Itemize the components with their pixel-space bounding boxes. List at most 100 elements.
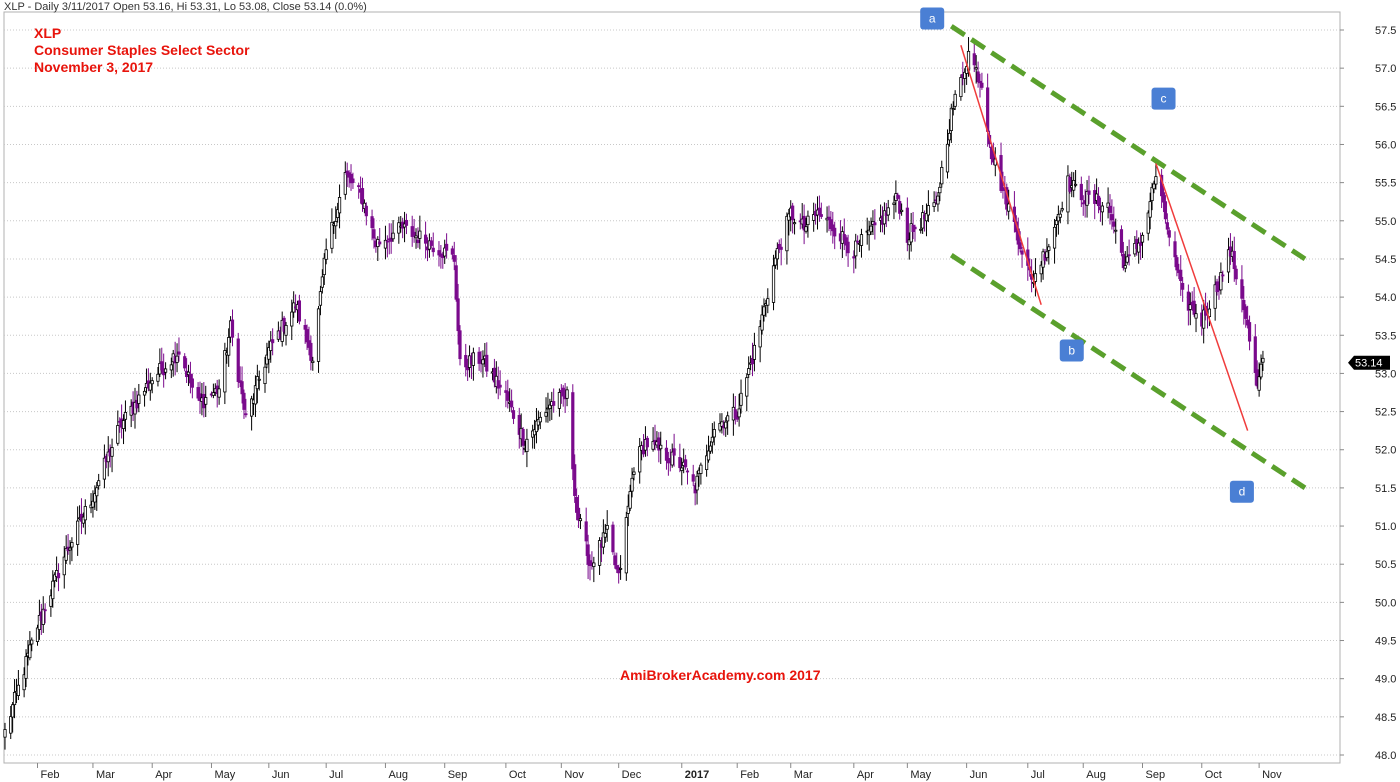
candle-body [93, 493, 97, 503]
candle-body [525, 438, 529, 453]
candle-body [699, 464, 703, 474]
candle-body [316, 308, 321, 362]
candle-body [659, 444, 663, 450]
candle-body [471, 352, 475, 366]
candle-body [1020, 250, 1024, 255]
candle-body [160, 361, 164, 371]
candle-body [456, 298, 460, 332]
candle-body [1081, 202, 1085, 205]
candle-body [980, 82, 984, 88]
candle-body [330, 221, 334, 249]
candle-body [773, 257, 778, 266]
y-tick-label: 53.5 [1375, 330, 1396, 342]
candle-body [83, 506, 87, 521]
candle-body [804, 226, 808, 232]
candle-body [919, 228, 923, 231]
x-tick-label: Jul [1031, 769, 1045, 781]
candle-body [945, 143, 950, 173]
candle-body [624, 517, 628, 574]
candle-body [1244, 306, 1248, 319]
candle-body [477, 351, 481, 364]
candle-body [198, 393, 202, 402]
candle-body [1247, 322, 1252, 342]
candle-body [831, 224, 835, 232]
candle-body [148, 382, 152, 391]
candle-body [792, 222, 797, 225]
candle-body [791, 205, 795, 221]
candle-body [1192, 300, 1196, 315]
candle-body [391, 232, 395, 240]
candle-body [576, 507, 581, 521]
candle-body [1127, 254, 1131, 257]
candle-body [423, 234, 428, 244]
candle-body [597, 540, 602, 566]
candle-body [1181, 282, 1185, 290]
candle-body [573, 464, 577, 496]
candle-body [28, 644, 32, 659]
candle-body [1253, 336, 1257, 374]
candle-body [35, 627, 40, 642]
candle-body [458, 330, 462, 360]
candle-body [605, 525, 609, 530]
candle-body [437, 250, 441, 256]
x-tick-label: Apr [857, 769, 874, 781]
candle-body [745, 377, 749, 397]
candle-body [691, 474, 695, 482]
candle-body [263, 366, 267, 385]
candle-body [940, 167, 944, 185]
candle-body [586, 544, 590, 565]
candle-body [613, 555, 617, 566]
candle-body [318, 291, 323, 306]
candle-body [410, 226, 414, 237]
candle-body [351, 178, 355, 183]
candle-body [3, 729, 7, 738]
candle-body [852, 256, 856, 259]
candle-body [106, 451, 110, 463]
candle-body [1140, 234, 1145, 243]
candle-body [628, 491, 632, 509]
candle-body [991, 154, 995, 163]
wave-label-box-b [1059, 339, 1084, 362]
candle-body [1188, 304, 1192, 310]
x-tick-label: Mar [96, 769, 115, 781]
candle-body [284, 325, 288, 336]
candle-body [869, 225, 873, 233]
candle-body [685, 470, 690, 473]
candle-body [557, 392, 562, 409]
candle-body [1138, 242, 1143, 246]
candle-body [511, 410, 516, 419]
candle-body [1259, 363, 1263, 378]
y-tick-label: 56.0 [1375, 139, 1396, 151]
candle-body [464, 355, 468, 368]
candle-body [414, 235, 418, 239]
candle-body [364, 205, 368, 217]
candle-body [517, 415, 521, 435]
candle-body [397, 222, 401, 234]
candle-body [708, 445, 713, 452]
candle-body [645, 437, 649, 448]
candle-body [186, 371, 191, 376]
x-tick-label: Jun [272, 769, 290, 781]
candle-body [1173, 241, 1177, 258]
candle-body [1207, 308, 1212, 318]
candle-body [936, 195, 940, 205]
candle-body [11, 704, 15, 718]
candle-body [666, 458, 670, 464]
candle-body [135, 399, 139, 409]
candle-body [1152, 183, 1156, 190]
trendline-decline-1 [960, 45, 1042, 305]
candle-body [859, 234, 864, 246]
candle-body [1052, 226, 1057, 249]
candle-body [481, 359, 485, 365]
candle-body [62, 556, 66, 576]
candle-body [175, 355, 179, 363]
candle-body [1179, 269, 1183, 282]
wave-label-d: d [1239, 485, 1246, 499]
candle-body [953, 93, 957, 107]
candle-body [485, 354, 489, 372]
candle-body [452, 255, 456, 262]
candle-body [1033, 273, 1038, 282]
candle-body [454, 265, 458, 300]
candle-body [271, 339, 275, 344]
candle-body [1096, 195, 1101, 207]
